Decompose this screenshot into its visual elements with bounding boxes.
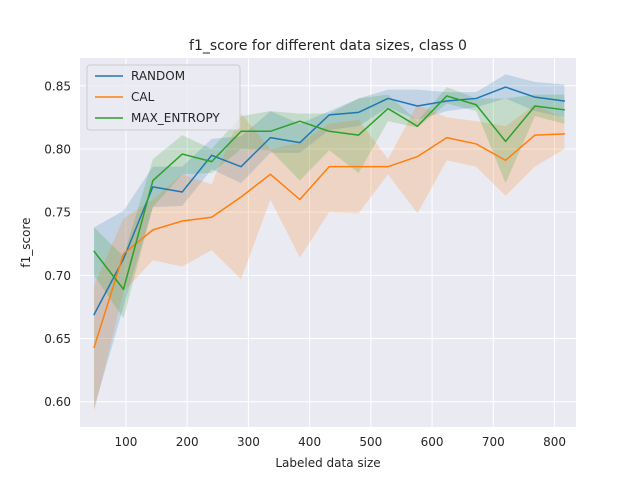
series-line-cal xyxy=(93,133,566,349)
x-tick-labels: 100 200 300 400 500 600 700 800 xyxy=(114,435,566,449)
x-axis-label: Labeled data size xyxy=(275,456,380,470)
x-tick-label: 700 xyxy=(482,435,505,449)
x-tick-label: 200 xyxy=(176,435,199,449)
chart-title: f1_score for different data sizes, class… xyxy=(189,38,467,54)
legend-label-random: RANDOM xyxy=(131,69,185,83)
series-lines xyxy=(93,86,566,349)
legend-box xyxy=(86,64,241,131)
y-tick-label: 0.65 xyxy=(44,332,71,346)
y-tick-labels: 0.60 0.65 0.70 0.75 0.80 0.85 xyxy=(44,79,71,409)
band-max-entropy xyxy=(94,87,565,319)
y-tick-label: 0.75 xyxy=(44,206,71,220)
y-tick-label: 0.80 xyxy=(44,142,71,156)
y-tick-label: 0.60 xyxy=(44,395,71,409)
y-tick-label: 0.85 xyxy=(44,79,71,93)
x-tick-label: 500 xyxy=(359,435,382,449)
series-line-max-entropy xyxy=(93,95,566,291)
y-axis-label: f1_score xyxy=(19,217,33,267)
x-tick-label: 300 xyxy=(237,435,260,449)
legend-label-cal: CAL xyxy=(131,90,155,104)
x-tick-label: 800 xyxy=(543,435,566,449)
x-tick-label: 100 xyxy=(114,435,137,449)
band-random xyxy=(94,74,565,409)
legend-label-max-entropy: MAX_ENTROPY xyxy=(131,111,220,125)
y-tick-label: 0.70 xyxy=(44,269,71,283)
series-line-random xyxy=(93,86,566,316)
legend: RANDOM CAL MAX_ENTROPY xyxy=(86,64,241,131)
grid xyxy=(80,58,576,427)
x-tick-label: 600 xyxy=(421,435,444,449)
x-tick-label: 400 xyxy=(298,435,321,449)
